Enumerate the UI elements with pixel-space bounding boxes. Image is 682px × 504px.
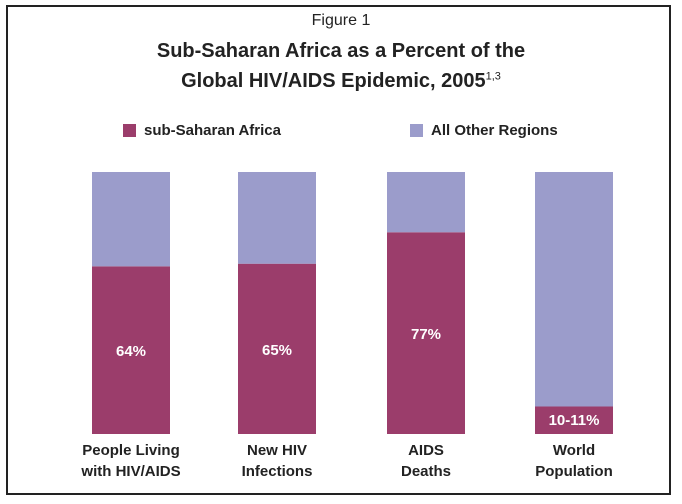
legend-label-sub-saharan-africa: sub-Saharan Africa (144, 122, 281, 139)
bar-sub-saharan-africa-new-hiv-infections (238, 263, 316, 434)
data-label-new-hiv-infections: 65% (262, 342, 292, 359)
legend-label-all-other-regions: All Other Regions (431, 122, 558, 139)
bar-sub-saharan-africa-aids-deaths (387, 232, 465, 434)
category-label-aids-deaths-line-1: AIDS (408, 442, 444, 459)
chart-title-line-2: Global HIV/AIDS Epidemic, 20051,3 (0, 70, 682, 93)
data-label-people-living-with-hiv-aids: 64% (116, 343, 146, 360)
chart-title-text-2: Global HIV/AIDS Epidemic, 2005 (181, 70, 486, 92)
category-label-new-hiv-infections-line-1: New HIV (247, 442, 307, 459)
legend-item-sub-saharan-africa: sub-Saharan Africa (123, 122, 281, 139)
legend-swatch-all-other-regions (410, 124, 423, 137)
category-label-new-hiv-infections-line-2: Infections (242, 463, 313, 480)
category-label-people-living-with-hiv-aids-line-2: with HIV/AIDS (80, 463, 180, 480)
chart-title-superscript: 1,3 (485, 70, 501, 83)
category-label-world-population-line-1: World (553, 442, 595, 459)
category-label-people-living-with-hiv-aids-line-1: People Living (82, 442, 180, 459)
bar-sub-saharan-africa-people-living-with-hiv-aids (92, 266, 170, 434)
chart-title-line-1: Sub-Saharan Africa as a Percent of the (156, 40, 526, 62)
category-label-world-population-line-2: Population (535, 463, 613, 480)
category-label-aids-deaths-line-2: Deaths (401, 463, 451, 480)
legend-swatch-sub-saharan-africa (123, 124, 136, 137)
bar-all-other-regions-people-living-with-hiv-aids (92, 172, 170, 267)
bar-sub-saharan-africa-world-population (535, 406, 613, 434)
data-label-world-population: 10-11% (549, 412, 600, 429)
figure-label: Figure 1 (311, 12, 371, 29)
bar-all-other-regions-aids-deaths (387, 172, 465, 233)
bar-all-other-regions-new-hiv-infections (238, 172, 316, 264)
bar-all-other-regions-world-population (535, 172, 613, 407)
legend-item-all-other-regions: All Other Regions (410, 122, 558, 139)
data-label-aids-deaths: 77% (411, 326, 441, 343)
